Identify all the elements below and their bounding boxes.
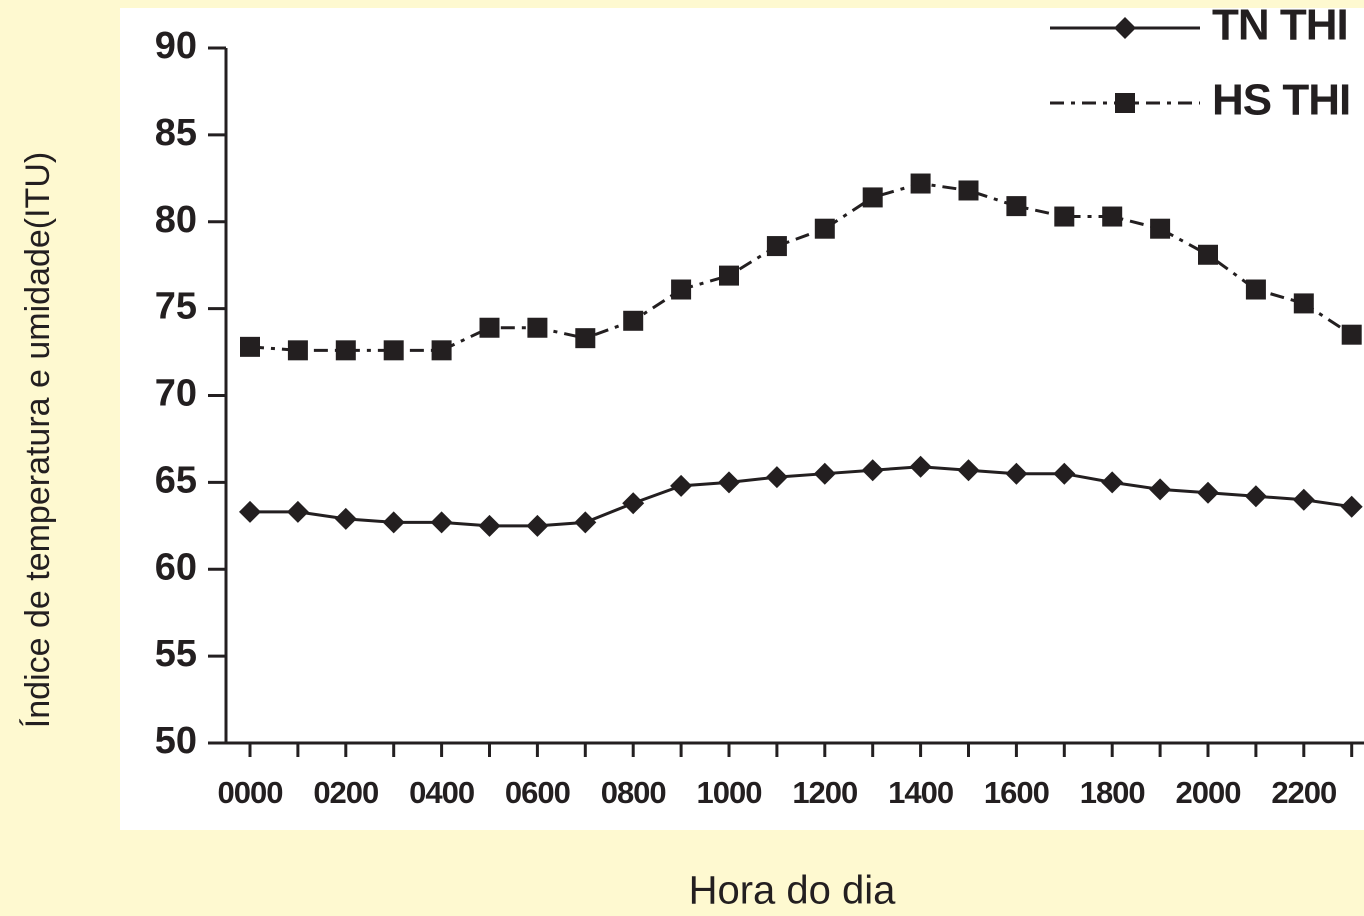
- x-tick-label: 0600: [505, 775, 570, 810]
- data-point: [383, 340, 404, 361]
- data-point: [1102, 206, 1123, 227]
- data-point: [958, 180, 979, 201]
- data-point: [287, 340, 308, 361]
- data-point: [766, 236, 787, 257]
- data-point: [334, 507, 357, 530]
- x-tick-label: 0800: [601, 775, 666, 810]
- data-point: [575, 328, 596, 349]
- data-point: [479, 317, 500, 338]
- data-point: [910, 173, 931, 194]
- data-point: [765, 466, 788, 489]
- plot-panel: [120, 8, 1364, 830]
- legend-marker: [1115, 93, 1135, 113]
- data-point: [1244, 485, 1267, 508]
- data-point: [335, 340, 356, 361]
- x-tick-label: 1200: [792, 775, 857, 810]
- y-tick-label: 80: [155, 199, 197, 241]
- y-tick-label: 50: [155, 720, 197, 762]
- data-point: [813, 462, 836, 485]
- data-point: [430, 511, 453, 534]
- data-point: [1150, 218, 1171, 239]
- y-tick-label: 90: [155, 25, 197, 67]
- x-tick-label: 0200: [313, 775, 378, 810]
- y-tick-label: 75: [155, 286, 197, 328]
- data-point: [1053, 462, 1076, 485]
- data-point: [431, 340, 452, 361]
- data-point: [1293, 293, 1314, 314]
- y-tick-label: 70: [155, 373, 197, 415]
- data-point: [719, 265, 739, 286]
- data-point: [239, 500, 261, 523]
- x-tick-label: 0000: [218, 775, 283, 810]
- data-point: [1005, 462, 1028, 485]
- x-tick-label: 2200: [1271, 775, 1336, 810]
- y-tick-label: 85: [155, 112, 197, 154]
- data-point: [286, 500, 309, 523]
- x-tick-label: 2000: [1176, 775, 1241, 810]
- data-point: [861, 459, 884, 482]
- x-axis-label: Hora do dia: [689, 869, 897, 913]
- legend-label: TN THI: [1212, 1, 1348, 50]
- data-point: [1292, 488, 1315, 511]
- data-point: [382, 511, 405, 534]
- y-tick-label: 65: [155, 459, 197, 501]
- data-point: [526, 514, 549, 537]
- data-point: [862, 187, 883, 208]
- x-tick-label: 1400: [888, 775, 953, 810]
- data-point: [1149, 478, 1172, 501]
- data-point: [814, 218, 835, 239]
- data-point: [957, 459, 980, 482]
- y-tick-label: 60: [155, 546, 197, 588]
- data-point: [478, 514, 501, 537]
- y-tick-label: 55: [155, 633, 197, 675]
- data-point: [671, 279, 692, 300]
- data-point: [909, 455, 932, 478]
- data-point: [718, 471, 740, 494]
- data-point: [1006, 196, 1027, 217]
- data-point: [574, 511, 597, 534]
- data-point: [670, 474, 693, 497]
- data-point: [240, 336, 260, 357]
- data-point: [1340, 495, 1363, 518]
- data-point: [1198, 244, 1218, 265]
- data-point: [1341, 324, 1362, 345]
- data-point: [1245, 279, 1266, 300]
- x-tick-label: 1800: [1080, 775, 1145, 810]
- legend-label: HS THI: [1212, 76, 1350, 125]
- data-point: [1054, 206, 1075, 227]
- x-tick-label: 1600: [984, 775, 1049, 810]
- data-point: [622, 492, 645, 515]
- data-point: [623, 310, 644, 331]
- x-tick-label: 0400: [409, 775, 474, 810]
- x-tick-label: 1000: [697, 775, 762, 810]
- data-point: [1197, 481, 1219, 504]
- legend-marker: [1114, 17, 1136, 39]
- y-axis-label: Índice de temperatura e umidade(ITU): [19, 152, 57, 728]
- data-point: [1101, 471, 1124, 494]
- data-point: [527, 317, 548, 338]
